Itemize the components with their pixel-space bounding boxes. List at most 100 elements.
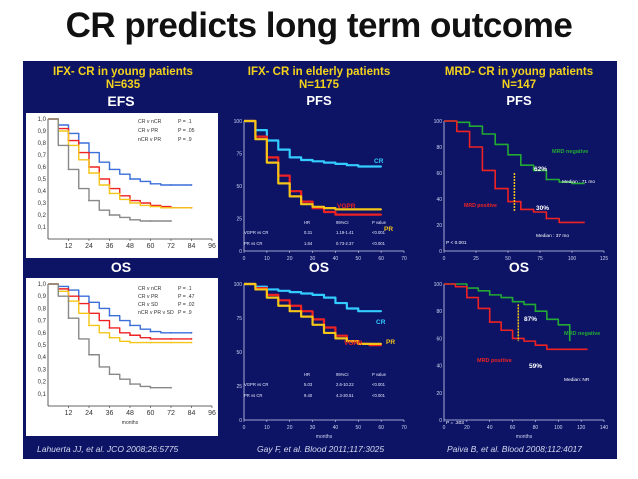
os-p-value-label: P = .303 [446, 420, 464, 426]
series-point [108, 336, 111, 339]
series-point [534, 344, 537, 347]
series-line-mrd-positive [444, 283, 587, 351]
y-tick-label: 0,4 [38, 189, 47, 195]
series-point [334, 302, 337, 304]
curve-label-pr: PR [386, 339, 395, 346]
slide-panel: IFX- CR in young patients N=635 IFX- CR … [23, 61, 617, 459]
y-tick-label: 0 [239, 249, 242, 255]
y-tick-label: 80 [436, 309, 442, 315]
series-point [149, 205, 152, 208]
hr-table-cell: 1.84 [304, 241, 313, 246]
x-axis-label: months [316, 434, 333, 440]
hr-table-cell: PR vs CR [244, 241, 262, 246]
series-point [585, 348, 588, 351]
y-tick-label: 0,1 [38, 225, 47, 231]
series-point [129, 178, 131, 180]
citation-col2: Gay F, et al. Blood 2011;117:3025 [257, 444, 385, 454]
y-tick-label: 100 [234, 119, 243, 125]
series-line-pr [48, 118, 192, 209]
y-tick-label: 80 [436, 145, 442, 151]
series-point [108, 168, 111, 171]
series-point [67, 168, 70, 171]
series-point [511, 337, 514, 340]
series-point [311, 160, 314, 163]
series-point [265, 296, 268, 299]
series-point [129, 324, 131, 327]
series-point [149, 330, 152, 333]
series-point [67, 317, 70, 320]
y-tick-label: 25 [236, 217, 242, 223]
y-tick-label: 20 [436, 223, 442, 229]
hr-table-cell: <0.001 [372, 241, 386, 246]
series-point [380, 213, 383, 216]
mrd-positive-label: MRD positive [477, 358, 512, 364]
legend-p-value: P = .05 [178, 128, 195, 134]
series-line-other [48, 118, 171, 222]
y-tick-label: 1,0 [38, 117, 47, 123]
series-point [108, 373, 111, 376]
series-point [88, 301, 90, 304]
x-tick-label: 140 [600, 425, 609, 431]
x-tick-label: 120 [577, 425, 586, 431]
legend-p-value: P = .9 [178, 310, 192, 316]
x-tick-label: 100 [568, 256, 577, 261]
series-point [468, 146, 471, 148]
x-axis-label: months [122, 420, 139, 426]
col3-heading-line2: N=147 [501, 79, 537, 91]
y-tick-label: 0,5 [38, 343, 47, 349]
slide-title: CR predicts long term outcome [65, 6, 573, 45]
x-tick-label: 30 [310, 425, 316, 431]
y-tick-label: 0 [439, 249, 442, 255]
x-tick-label: 72 [167, 410, 175, 417]
series-point [190, 338, 193, 340]
x-axis-label: months [516, 434, 533, 440]
x-tick-label: 0 [243, 256, 246, 261]
x-tick-label: 0 [243, 425, 246, 431]
hr-table-cell: <0.001 [372, 382, 386, 387]
legend-p-value: P = .9 [178, 137, 192, 143]
legend-comparison: nCR v PR v SD [138, 310, 174, 316]
series-point [557, 323, 560, 326]
curve-label-vgpr: VGPR [344, 340, 363, 347]
series-point [288, 195, 291, 198]
chart-b-title: OS [110, 259, 132, 275]
col2-heading-line2: N=1175 [299, 79, 339, 91]
series-point [149, 386, 152, 389]
y-tick-label: 0,5 [38, 177, 47, 183]
series-point [357, 342, 360, 345]
series-point [190, 331, 193, 334]
pfs-median-neg-label: Median : 71 mo [562, 179, 595, 185]
y-tick-label: 75 [236, 152, 242, 158]
x-tick-label: 72 [167, 243, 175, 250]
mrd-negative-label: MRD negative [552, 149, 588, 155]
x-tick-label: 96 [208, 243, 216, 250]
y-tick-label: 0,8 [38, 306, 47, 312]
x-tick-label: 50 [356, 256, 362, 261]
hr-table-cell: 2.6-10.22 [336, 382, 354, 387]
series-point [519, 164, 522, 167]
chart-d-os: 0 10 20 30 40 50 60 70 0 25 50 75 100 months CR VGPR PR H… [224, 278, 412, 440]
series-point [494, 187, 497, 190]
y-tick-label: 0,7 [38, 319, 47, 325]
chart-e-pfs: 0 25 50 75 100 125 0 20 40 60 80 100 MRD negative 62%… [424, 113, 612, 261]
plot-background [424, 113, 612, 261]
legend-p-value: P = .1 [178, 286, 192, 292]
hr-table-cell: VGPR vs CR [244, 230, 268, 235]
series-point [190, 341, 193, 344]
series-point [149, 220, 152, 222]
series-point [511, 300, 514, 303]
plot-background [224, 278, 412, 440]
series-point [357, 165, 360, 168]
legend-comparison: nCR v PR [138, 137, 161, 143]
col2-heading: IFX- CR in elderly patients N=1175 [221, 66, 417, 92]
series-point [465, 296, 468, 299]
y-tick-label: 40 [436, 364, 442, 370]
series-point [357, 310, 360, 313]
series-point [357, 213, 360, 216]
y-tick-label: 0,8 [38, 141, 47, 147]
x-tick-label: 48 [126, 410, 134, 417]
series-point [129, 218, 131, 221]
y-tick-label: 50 [236, 350, 242, 356]
series-point [108, 214, 111, 216]
citation-col1: Lahuerta JJ, et al. JCO 2008;26:5775 [37, 444, 179, 454]
